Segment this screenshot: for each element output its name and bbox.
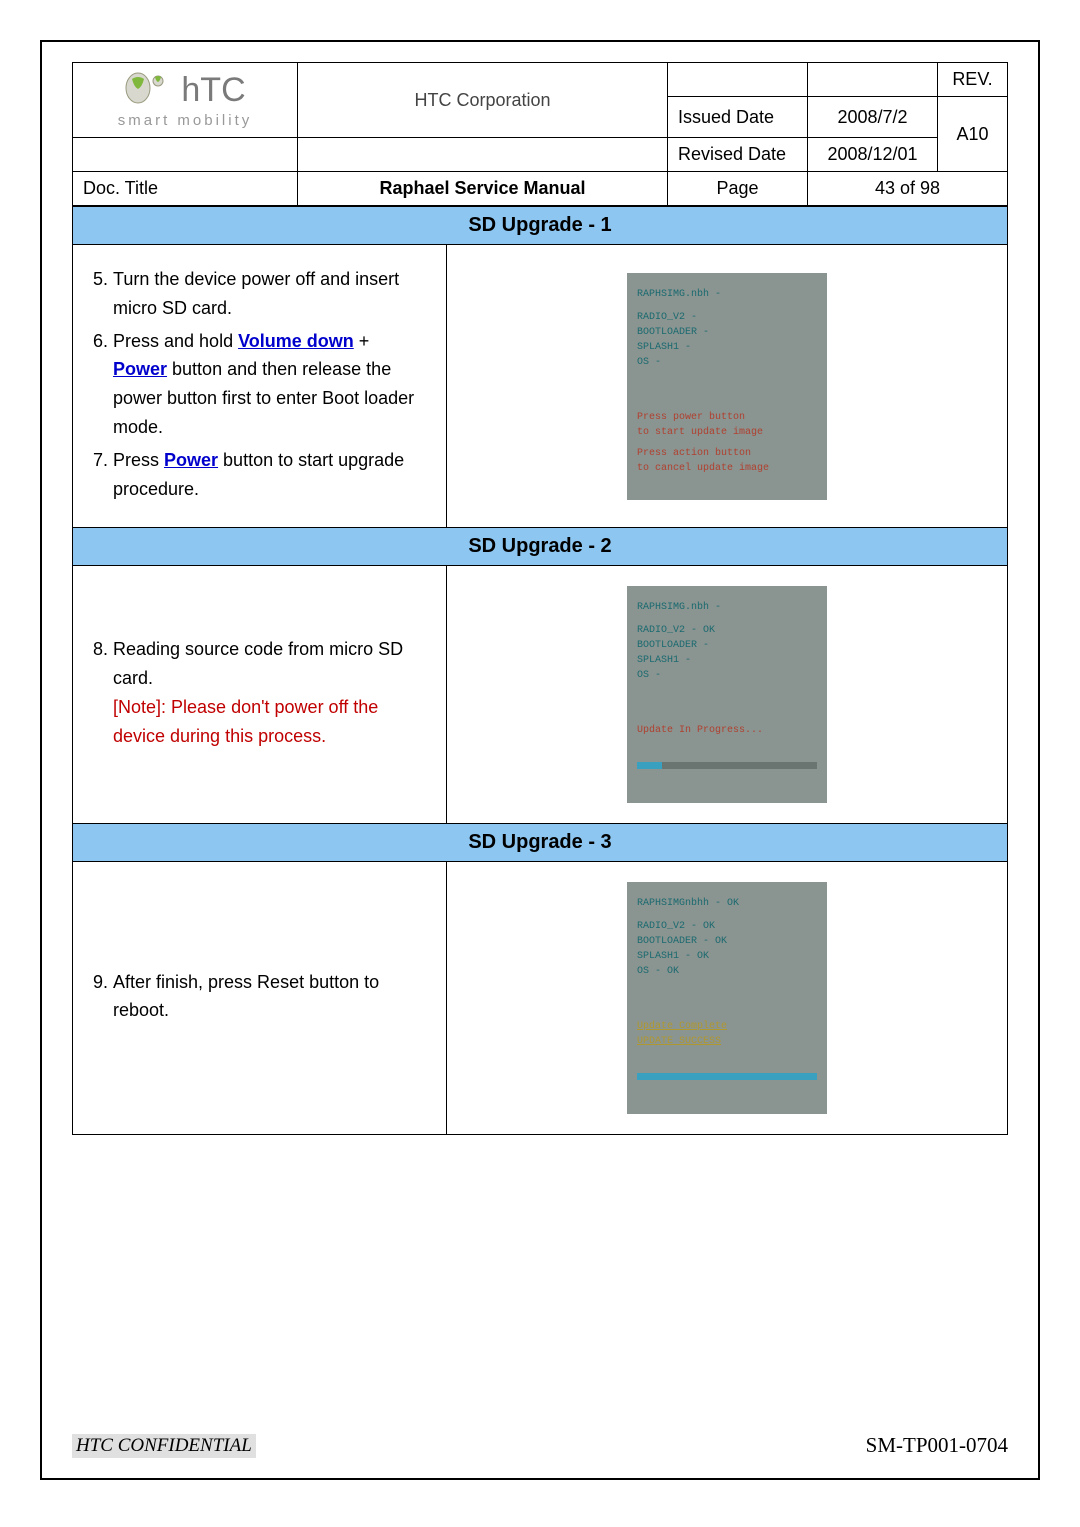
screen-line: Press power button <box>637 410 817 425</box>
company-name: HTC Corporation <box>298 63 668 138</box>
screen-line: SPLASH1 - <box>637 653 817 668</box>
volume-down-link[interactable]: Volume down <box>238 331 354 351</box>
screen-line: SPLASH1 - <box>637 340 817 355</box>
step-7-text: Press <box>113 450 164 470</box>
empty-cell <box>668 63 808 97</box>
screen-line: OS - <box>637 355 817 370</box>
doc-title: Raphael Service Manual <box>298 172 668 206</box>
instructions-1: Turn the device power off and insert mic… <box>73 245 447 528</box>
header-table: hTC smart mobility HTC Corporation REV. … <box>72 62 1008 206</box>
screen-line: BOOTLOADER - <box>637 638 817 653</box>
step-6: Press and hold Volume down + Power butto… <box>113 327 428 442</box>
step-8: Reading source code from micro SD card. … <box>113 635 428 750</box>
empty-cell <box>808 63 938 97</box>
step-5: Turn the device power off and insert mic… <box>113 265 428 323</box>
screen-line: Update In Progress... <box>637 723 817 738</box>
logo-subtitle: smart mobility <box>81 112 289 129</box>
step-6-plus: + <box>354 331 370 351</box>
rev-value: A10 <box>938 97 1008 172</box>
section-header-3: SD Upgrade - 3 <box>73 824 1008 862</box>
screen-line: Update Complete <box>637 1019 817 1034</box>
section-header-2: SD Upgrade - 2 <box>73 528 1008 566</box>
spacer <box>298 138 668 172</box>
screen-line: RADIO_V2 - OK <box>637 623 817 638</box>
page-footer: HTC CONFIDENTIAL SM-TP001-0704 <box>72 1433 1008 1458</box>
screen-cell-2: RAPHSIMG.nbh - RADIO_V2 - OK BOOTLOADER … <box>447 566 1008 824</box>
screen-line: OS - <box>637 668 817 683</box>
page-label: Page <box>668 172 808 206</box>
device-screen-3: RAPHSIMGnbhh - OK RADIO_V2 - OK BOOTLOAD… <box>627 882 827 1114</box>
confidential-label: HTC CONFIDENTIAL <box>72 1434 256 1458</box>
power-link-1[interactable]: Power <box>113 359 167 379</box>
revised-date: 2008/12/01 <box>808 138 938 172</box>
revised-date-label: Revised Date <box>668 138 808 172</box>
screen-line: SPLASH1 - OK <box>637 949 817 964</box>
step-9: After finish, press Reset button to rebo… <box>113 968 428 1026</box>
step-7: Press Power button to start upgrade proc… <box>113 446 428 504</box>
screen-cell-3: RAPHSIMGnbhh - OK RADIO_V2 - OK BOOTLOAD… <box>447 862 1008 1135</box>
screen-line: RAPHSIMG.nbh - <box>637 287 817 302</box>
logo-cell: hTC smart mobility <box>73 63 298 138</box>
issued-date-label: Issued Date <box>668 97 808 138</box>
progress-bar <box>637 762 817 769</box>
screen-line: RADIO_V2 - <box>637 310 817 325</box>
screen-line: BOOTLOADER - <box>637 325 817 340</box>
instructions-3: After finish, press Reset button to rebo… <box>73 862 447 1135</box>
step-6-text: Press and hold <box>113 331 238 351</box>
screen-line: BOOTLOADER - OK <box>637 934 817 949</box>
step-8-text: Reading source code from micro SD card. <box>113 639 403 688</box>
instructions-2: Reading source code from micro SD card. … <box>73 566 447 824</box>
rev-label: REV. <box>938 63 1008 97</box>
logo-text: hTC <box>181 71 245 110</box>
document-number: SM-TP001-0704 <box>866 1433 1008 1458</box>
spacer <box>73 138 298 172</box>
progress-bar-complete <box>637 1073 817 1080</box>
screen-line: RAPHSIMGnbhh - OK <box>637 896 817 911</box>
screen-line: RADIO_V2 - OK <box>637 919 817 934</box>
step-8-note: [Note]: Please don't power off the devic… <box>113 697 378 746</box>
device-screen-2: RAPHSIMG.nbh - RADIO_V2 - OK BOOTLOADER … <box>627 586 827 803</box>
section-header-1: SD Upgrade - 1 <box>73 207 1008 245</box>
screen-line: to cancel update image <box>637 461 817 476</box>
screen-cell-1: RAPHSIMG.nbh - RADIO_V2 - BOOTLOADER - S… <box>447 245 1008 528</box>
content-table: SD Upgrade - 1 Turn the device power off… <box>72 206 1008 1135</box>
page-frame: hTC smart mobility HTC Corporation REV. … <box>40 40 1040 1480</box>
issued-date: 2008/7/2 <box>808 97 938 138</box>
htc-logo-icon <box>124 71 170 110</box>
screen-line: Press action button <box>637 446 817 461</box>
doc-title-label: Doc. Title <box>73 172 298 206</box>
device-screen-1: RAPHSIMG.nbh - RADIO_V2 - BOOTLOADER - S… <box>627 273 827 500</box>
screen-line: to start update image <box>637 425 817 440</box>
screen-line: UPDATE SUCCESS <box>637 1034 817 1049</box>
power-link-2[interactable]: Power <box>164 450 218 470</box>
screen-line: RAPHSIMG.nbh - <box>637 600 817 615</box>
page-number: 43 of 98 <box>808 172 1008 206</box>
screen-line: OS - OK <box>637 964 817 979</box>
